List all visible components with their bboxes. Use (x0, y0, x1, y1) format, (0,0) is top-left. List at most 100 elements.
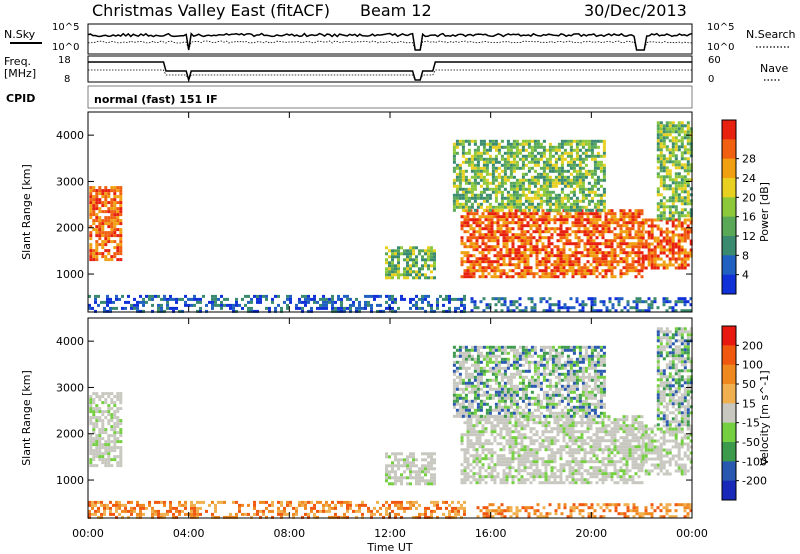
heatmap-cell (535, 454, 539, 458)
heatmap-cell (500, 309, 504, 313)
heatmap-cell (476, 193, 480, 197)
heatmap-cell (397, 261, 400, 265)
heatmap-cell (580, 215, 584, 219)
heatmap-cell (472, 245, 476, 249)
colorbar-segment (722, 158, 736, 179)
heatmap-cell (493, 260, 497, 264)
heatmap-cell (556, 248, 560, 252)
heatmap-cell (110, 219, 114, 223)
heatmap-cell (259, 515, 262, 519)
heatmap-cell (511, 212, 515, 216)
heatmap-cell (637, 272, 641, 276)
heatmap-cell (631, 260, 635, 264)
heatmap-cell (686, 130, 690, 134)
heatmap-cell (518, 297, 522, 301)
heatmap-cell (511, 454, 515, 458)
heatmap-cell (547, 254, 551, 258)
heatmap-cell (544, 221, 548, 225)
heatmap-cell (550, 427, 554, 431)
heatmap-cell (92, 422, 96, 426)
heatmap-cell (518, 187, 522, 191)
heatmap-cell (631, 227, 635, 231)
heatmap-cell (671, 127, 675, 131)
heatmap-cell (593, 190, 597, 194)
heatmap-cell (476, 160, 480, 164)
heatmap-cell (472, 272, 476, 276)
heatmap-cell (574, 251, 578, 255)
heatmap-cell (545, 199, 549, 203)
heatmap-cell (533, 190, 537, 194)
heatmap-cell (595, 427, 599, 431)
heatmap-cell (601, 233, 605, 237)
heatmap-cell (220, 303, 223, 307)
heatmap-cell (115, 509, 118, 513)
heatmap-cell (482, 297, 486, 301)
heatmap-cell (550, 275, 554, 279)
heatmap-cell (671, 306, 675, 310)
heatmap-cell (475, 448, 479, 452)
heatmap-cell (470, 196, 474, 200)
heatmap-cell (436, 297, 439, 301)
heatmap-cell (265, 506, 268, 510)
heatmap-cell (101, 225, 105, 229)
heatmap-cell (580, 239, 584, 243)
colorbar-tick-label: 8 (742, 249, 749, 262)
heatmap-cell (175, 300, 178, 304)
heatmap-cell (466, 439, 470, 443)
heatmap-cell (550, 436, 554, 440)
heatmap-cell (607, 448, 611, 452)
heatmap-cell (680, 221, 684, 225)
heatmap-cell (505, 248, 509, 252)
heatmap-cell (683, 145, 687, 149)
heatmap-cell (289, 294, 292, 298)
heatmap-cell (650, 242, 654, 246)
heatmap-cell (271, 503, 274, 507)
heatmap-cell (593, 300, 597, 304)
heatmap-cell (577, 257, 581, 261)
heatmap-cell (634, 436, 638, 440)
heatmap-cell (569, 196, 573, 200)
heatmap-cell (568, 266, 572, 270)
heatmap-cell (668, 300, 672, 304)
heatmap-cell (110, 234, 114, 238)
heatmap-cell (637, 454, 641, 458)
heatmap-cell (391, 482, 394, 486)
heatmap-cell (577, 242, 581, 246)
heatmap-cell (613, 218, 617, 222)
heatmap-cell (557, 154, 561, 158)
heatmap-cell (98, 416, 102, 420)
heatmap-cell (484, 430, 488, 434)
heatmap-cell (508, 457, 512, 461)
heatmap-cell (601, 418, 605, 422)
heatmap-cell (481, 442, 485, 446)
heatmap-cell (613, 239, 617, 243)
heatmap-cell (610, 239, 614, 243)
heatmap-cell (412, 276, 415, 280)
heatmap-cell (550, 475, 554, 479)
heatmap-cell (674, 148, 678, 152)
heatmap-cell (452, 372, 456, 376)
heatmap-cell (424, 482, 427, 486)
heatmap-cell (455, 178, 459, 182)
heatmap-cell (544, 227, 548, 231)
heatmap-cell (95, 452, 99, 456)
heatmap-cell (659, 230, 663, 234)
heatmap-cell (595, 254, 599, 258)
heatmap-cell (662, 211, 666, 215)
heatmap-cell (622, 451, 626, 455)
heatmap-cell (520, 424, 524, 428)
heatmap-cell (331, 294, 334, 298)
heatmap-cell (481, 463, 485, 467)
heatmap-cell (470, 309, 474, 313)
heatmap-cell (104, 410, 108, 414)
heatmap-cell (547, 454, 551, 458)
heatmap-cell (116, 213, 120, 217)
heatmap-cell (92, 455, 96, 459)
heatmap-cell (571, 454, 575, 458)
heatmap-cell (575, 145, 579, 149)
heatmap-cell (665, 227, 669, 231)
heatmap-cell (509, 208, 513, 212)
heatmap-cell (349, 503, 352, 507)
heatmap-cell (101, 425, 105, 429)
heatmap-cell (683, 251, 687, 255)
